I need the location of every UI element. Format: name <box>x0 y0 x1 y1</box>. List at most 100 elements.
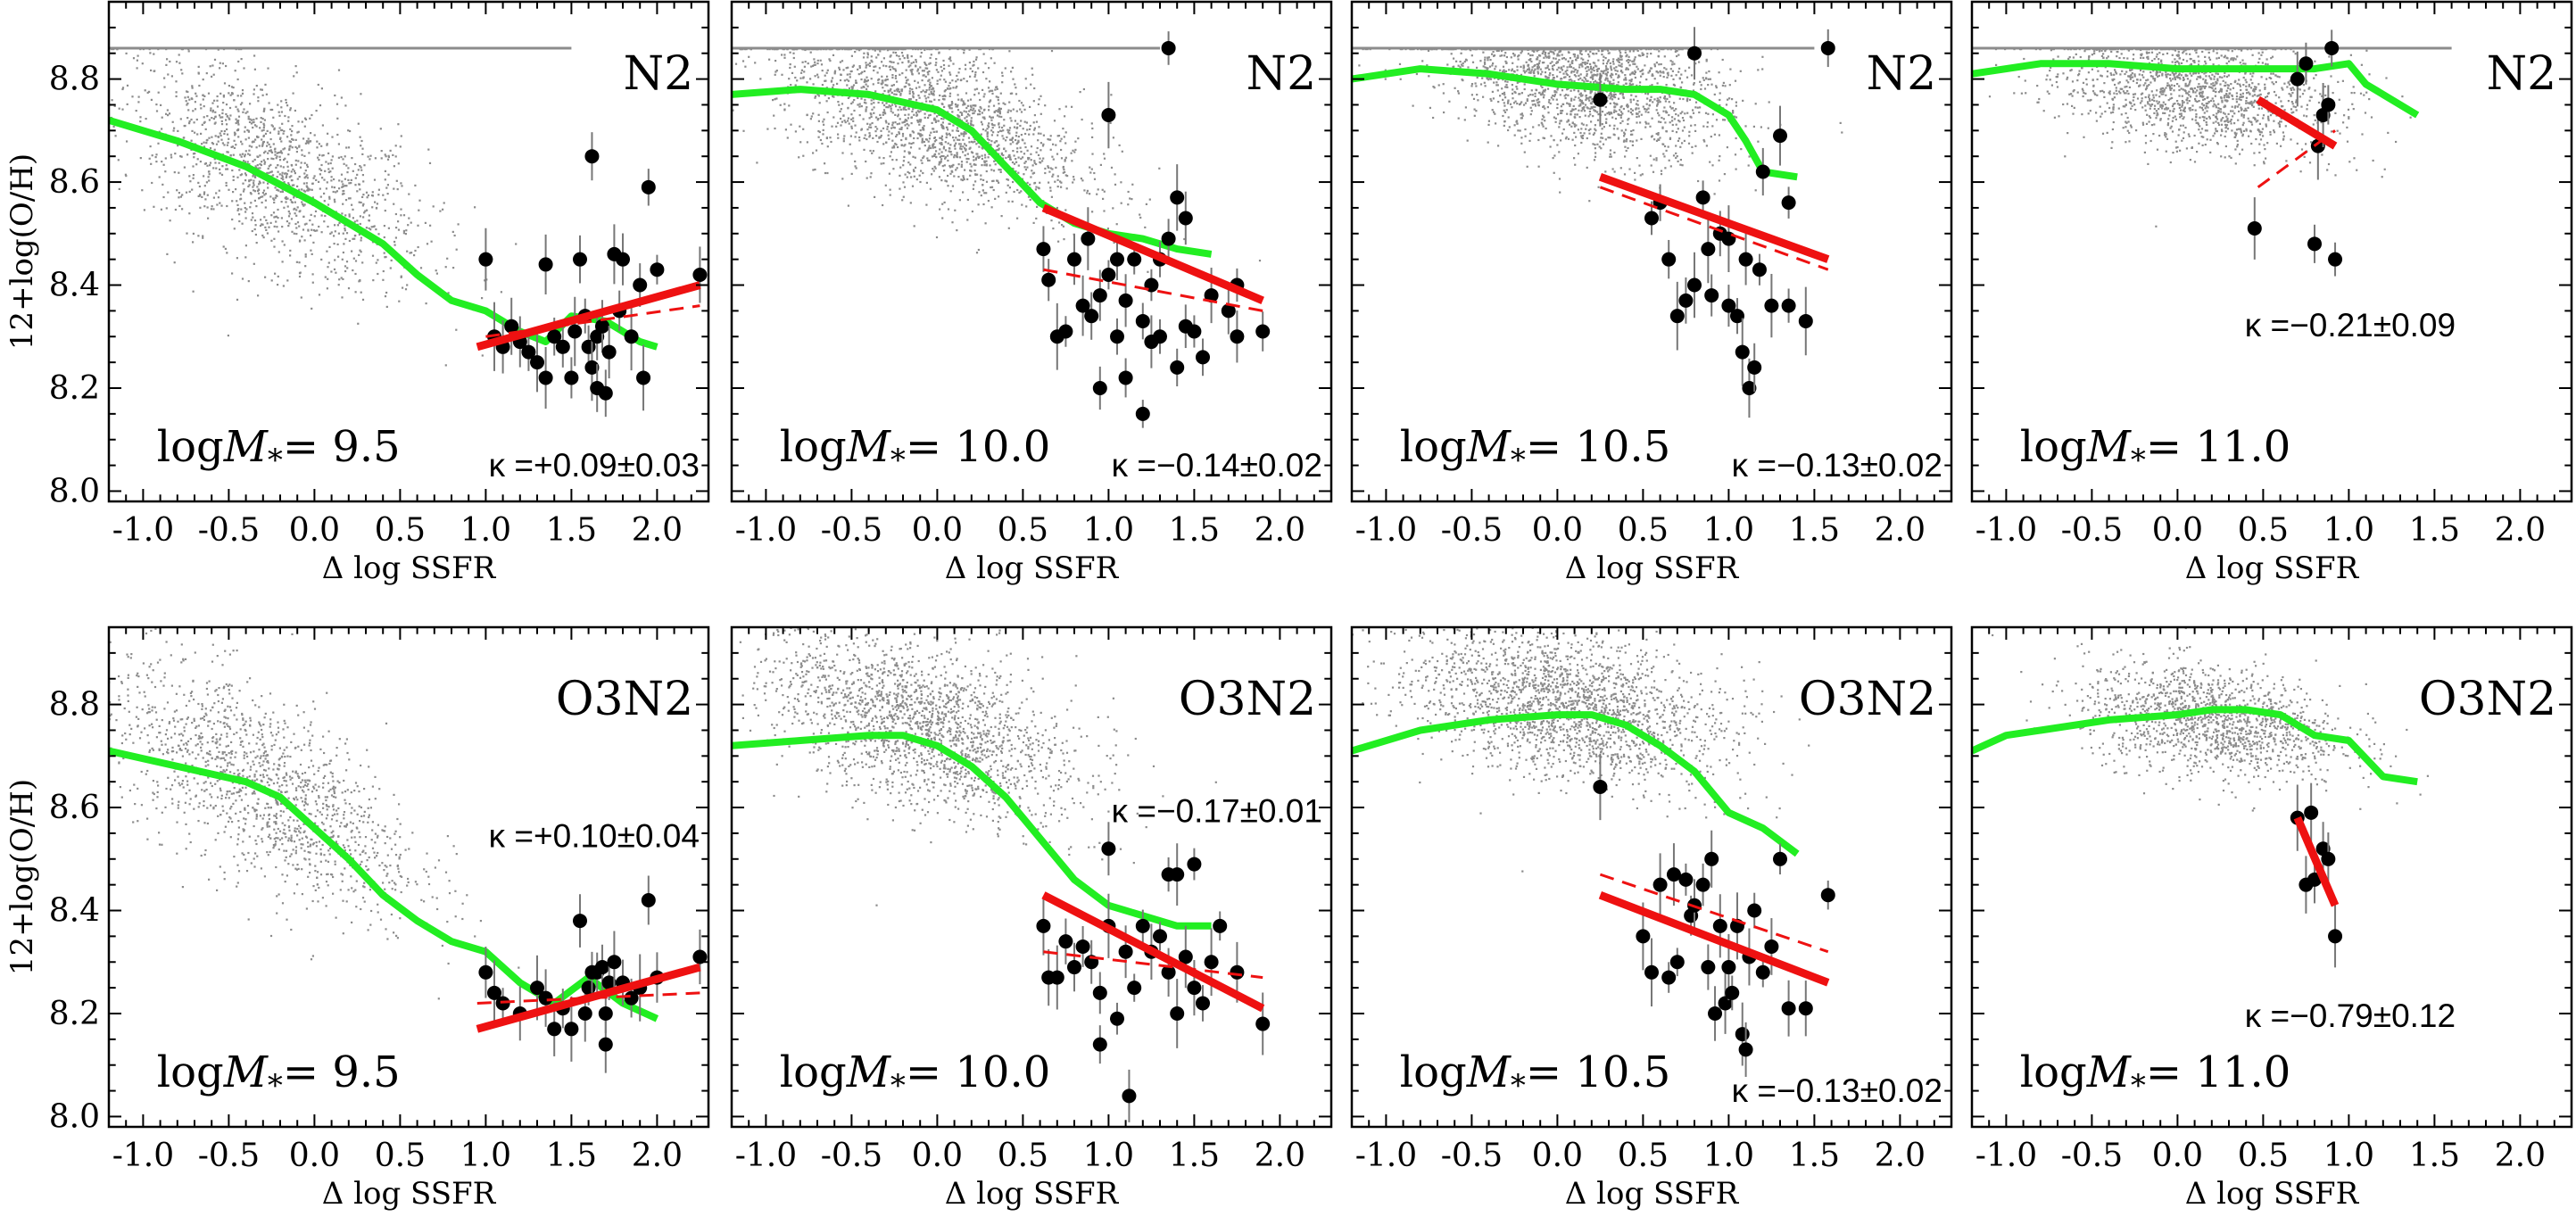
galaxy-dot <box>377 194 380 196</box>
galaxy-dot <box>858 103 861 105</box>
galaxy-dot <box>1415 72 1418 76</box>
galaxy-dot <box>214 161 217 164</box>
galaxy-dot <box>264 132 268 135</box>
galaxy-dot <box>866 106 868 109</box>
galaxy-dot <box>125 52 128 54</box>
galaxy-dot <box>1488 65 1492 68</box>
galaxy-dot <box>890 84 893 87</box>
galaxy-dot <box>181 194 184 196</box>
galaxy-dot <box>384 295 387 298</box>
galaxy-dot <box>1562 57 1565 60</box>
galaxy-dot <box>455 248 458 251</box>
galaxy-dot <box>1671 123 1674 127</box>
galaxy-dot <box>958 143 961 145</box>
galaxy-dot <box>256 186 259 188</box>
galaxy-dot <box>1578 74 1580 77</box>
data-point <box>1230 329 1245 344</box>
galaxy-dot <box>887 106 890 109</box>
galaxy-dot <box>393 187 395 190</box>
x-axis-label: Δ log SSFR <box>945 550 1120 586</box>
galaxy-dot <box>273 128 276 131</box>
galaxy-dot <box>1567 60 1570 63</box>
galaxy-dot <box>913 113 915 116</box>
galaxy-dot <box>1148 198 1151 201</box>
galaxy-dot <box>800 71 803 74</box>
galaxy-dot <box>894 68 897 70</box>
galaxy-dot <box>1691 145 1694 148</box>
galaxy-dot <box>934 146 937 149</box>
galaxy-dot <box>801 61 804 63</box>
galaxy-dot <box>832 86 834 89</box>
galaxy-dot <box>980 195 982 197</box>
galaxy-dot <box>850 86 853 88</box>
galaxy-dot <box>933 98 936 101</box>
galaxy-dot <box>442 208 444 211</box>
galaxy-dot <box>1517 129 1520 132</box>
galaxy-dot <box>203 191 206 194</box>
galaxy-dot <box>1594 64 1597 67</box>
galaxy-dot <box>392 153 394 156</box>
galaxy-dot <box>982 53 985 55</box>
galaxy-dot <box>293 195 295 197</box>
galaxy-dot <box>1014 120 1016 122</box>
galaxy-dot <box>817 120 820 122</box>
galaxy-dot <box>1597 186 1600 188</box>
galaxy-dot <box>213 99 216 102</box>
galaxy-dot <box>963 110 965 112</box>
galaxy-dot <box>270 124 273 127</box>
galaxy-dot <box>973 104 976 107</box>
galaxy-dot <box>1553 63 1555 67</box>
data-point <box>1170 190 1185 205</box>
galaxy-dot <box>986 137 990 140</box>
galaxy-dot <box>326 181 328 184</box>
galaxy-dot <box>225 112 228 116</box>
galaxy-dot <box>774 73 776 76</box>
galaxy-dot <box>1031 172 1034 175</box>
galaxy-dot <box>973 63 975 66</box>
galaxy-dot <box>397 220 400 223</box>
galaxy-dot <box>371 254 375 257</box>
galaxy-dot <box>1662 153 1665 155</box>
galaxy-dot <box>345 146 348 149</box>
galaxy-dot <box>905 81 907 85</box>
galaxy-dot <box>274 215 277 219</box>
galaxy-dot <box>1553 49 1557 52</box>
galaxy-dot <box>375 261 377 264</box>
galaxy-dot <box>922 171 924 175</box>
galaxy-dot <box>1626 54 1628 56</box>
galaxy-dot <box>915 87 918 89</box>
galaxy-dot <box>915 61 917 63</box>
galaxy-dot <box>744 65 747 68</box>
galaxy-dot <box>319 173 321 176</box>
galaxy-dot <box>249 153 252 156</box>
galaxy-dot <box>932 94 935 96</box>
galaxy-dot <box>982 189 984 192</box>
galaxy-dot <box>1611 112 1613 115</box>
galaxy-dot <box>933 140 936 143</box>
galaxy-dot <box>932 92 935 95</box>
galaxy-dot <box>250 202 253 204</box>
galaxy-dot <box>1522 66 1526 69</box>
galaxy-dot <box>444 266 447 269</box>
galaxy-dot <box>343 243 345 245</box>
galaxy-dot <box>964 63 967 66</box>
galaxy-dot <box>916 81 919 84</box>
galaxy-dot <box>280 201 283 203</box>
galaxy-dot <box>248 149 251 152</box>
galaxy-dot <box>1658 50 1661 53</box>
galaxy-dot <box>385 255 387 259</box>
galaxy-dot <box>1037 153 1040 156</box>
galaxy-dot <box>236 121 239 124</box>
galaxy-dot <box>957 103 959 106</box>
galaxy-dot <box>341 186 344 188</box>
galaxy-dot <box>759 78 762 80</box>
galaxy-dot <box>244 174 247 177</box>
galaxy-dot <box>942 154 945 158</box>
galaxy-dot <box>1056 206 1058 210</box>
galaxy-dot <box>254 167 258 170</box>
galaxy-dot <box>195 95 198 97</box>
data-point <box>564 370 579 385</box>
galaxy-dot <box>1035 151 1038 153</box>
galaxy-dot <box>284 197 286 200</box>
